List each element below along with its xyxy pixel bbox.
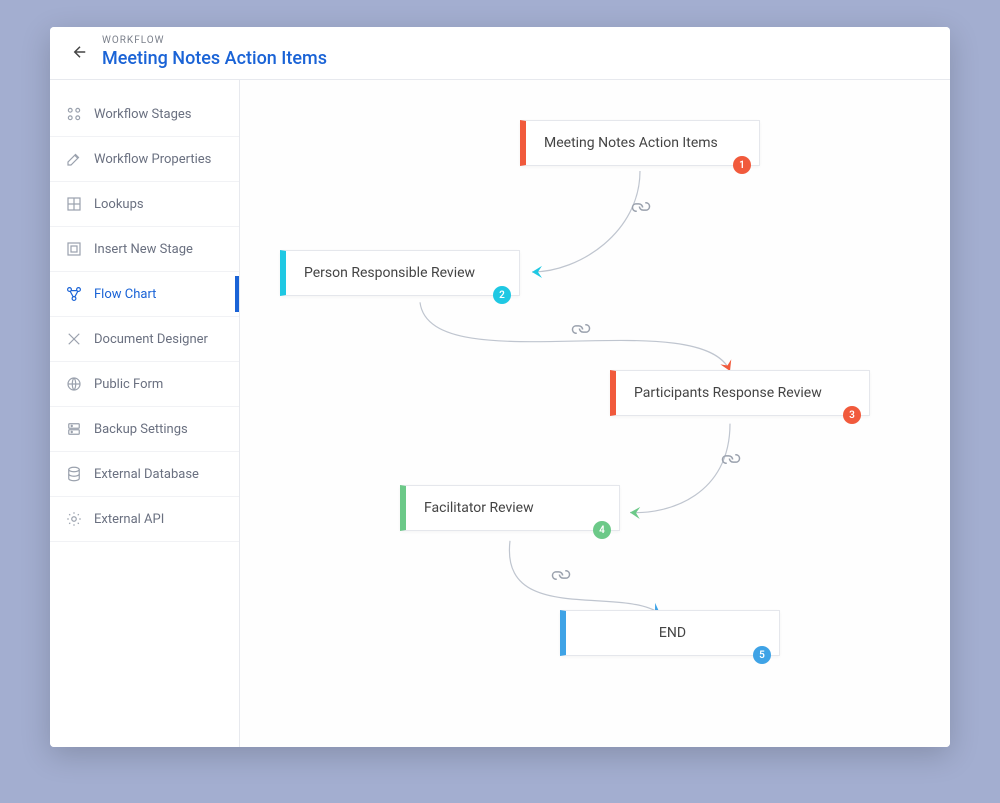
sidebar-item-workflow-stages[interactable]: Workflow Stages — [50, 92, 239, 137]
node-badge: 4 — [593, 521, 611, 539]
breadcrumb-eyebrow: WORKFLOW — [102, 35, 327, 46]
flowchart-node[interactable]: Meeting Notes Action Items1 — [520, 120, 760, 166]
edit-icon — [64, 149, 84, 169]
sidebar-item-public-form[interactable]: Public Form — [50, 362, 239, 407]
node-badge: 5 — [753, 646, 771, 664]
title-text: WORKFLOW Meeting Notes Action Items — [102, 35, 327, 69]
link-icon — [628, 194, 653, 219]
flowchart-node[interactable]: END5 — [560, 610, 780, 656]
node-badge: 2 — [493, 286, 511, 304]
node-label: Facilitator Review — [424, 500, 534, 516]
flowchart-canvas[interactable]: Meeting Notes Action Items1Person Respon… — [240, 80, 950, 747]
page-title: Meeting Notes Action Items — [102, 48, 327, 69]
gear-icon — [64, 509, 84, 529]
node-label: END — [659, 625, 686, 641]
sidebar-item-external-api[interactable]: External API — [50, 497, 239, 542]
link-icon — [548, 562, 573, 587]
titlebar: WORKFLOW Meeting Notes Action Items — [50, 27, 950, 80]
node-badge: 3 — [843, 406, 861, 424]
sidebar: Workflow Stages Workflow Properties Lookup… — [50, 80, 240, 747]
backup-icon — [64, 419, 84, 439]
grid-icon — [64, 194, 84, 214]
flowchart-node[interactable]: Facilitator Review4 — [400, 485, 620, 531]
design-icon — [64, 329, 84, 349]
sidebar-item-document-designer[interactable]: Document Designer — [50, 317, 239, 362]
flow-icon — [64, 284, 84, 304]
sidebar-item-lookups[interactable]: Lookups — [50, 182, 239, 227]
sidebar-item-label: Lookups — [94, 197, 144, 212]
database-icon — [64, 464, 84, 484]
back-button[interactable] — [68, 40, 92, 64]
node-label: Participants Response Review — [634, 385, 822, 401]
node-label: Meeting Notes Action Items — [544, 135, 718, 151]
body: Workflow Stages Workflow Properties Lookup… — [50, 80, 950, 747]
insert-icon — [64, 239, 84, 259]
stages-icon — [64, 104, 84, 124]
flowchart-node[interactable]: Person Responsible Review2 — [280, 250, 520, 296]
sidebar-item-external-database[interactable]: External Database — [50, 452, 239, 497]
sidebar-item-label: Public Form — [94, 377, 163, 392]
flowchart-node[interactable]: Participants Response Review3 — [610, 370, 870, 416]
sidebar-item-label: Workflow Stages — [94, 107, 191, 122]
app-window: WORKFLOW Meeting Notes Action Items Work… — [50, 27, 950, 747]
sidebar-item-workflow-properties[interactable]: Workflow Properties — [50, 137, 239, 182]
sidebar-item-insert-new-stage[interactable]: Insert New Stage — [50, 227, 239, 272]
sidebar-item-flow-chart[interactable]: Flow Chart — [50, 272, 239, 317]
globe-icon — [64, 374, 84, 394]
node-label: Person Responsible Review — [304, 265, 475, 281]
sidebar-item-label: Workflow Properties — [94, 152, 211, 167]
node-badge: 1 — [733, 156, 751, 174]
arrow-left-icon — [71, 43, 89, 61]
link-icon — [568, 316, 593, 341]
link-icon — [718, 446, 743, 471]
sidebar-item-label: Insert New Stage — [94, 242, 193, 257]
sidebar-item-label: External API — [94, 512, 164, 527]
sidebar-item-backup-settings[interactable]: Backup Settings — [50, 407, 239, 452]
sidebar-item-label: External Database — [94, 467, 199, 482]
sidebar-item-label: Document Designer — [94, 332, 208, 347]
sidebar-item-label: Flow Chart — [94, 287, 156, 302]
sidebar-item-label: Backup Settings — [94, 422, 188, 437]
